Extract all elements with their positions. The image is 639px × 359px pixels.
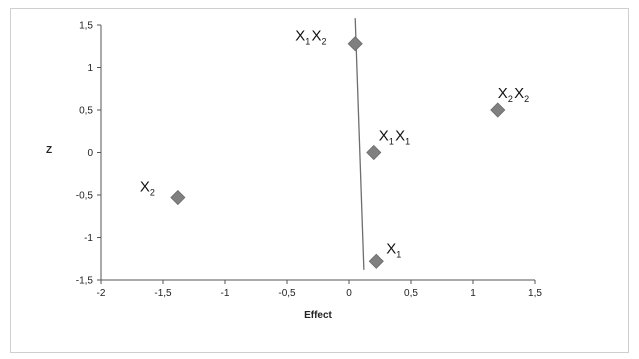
x-axis-title: Effect — [304, 310, 332, 321]
y-tick-label: -0,5 — [76, 191, 94, 202]
x-tick-label: 0,5 — [404, 288, 418, 299]
point-label-x1x1: X1 X1 — [379, 128, 412, 147]
point-label-x2: X2 — [140, 179, 156, 198]
x-tick-label: 0 — [346, 288, 352, 299]
x-tick-label: 1 — [470, 288, 476, 299]
reference-line — [354, 18, 365, 270]
point-labels: X1 X2 X2 X2 X1 X1 X2 X1 — [140, 28, 531, 260]
data-points — [170, 36, 506, 269]
y-tick-label: 1,5 — [79, 21, 93, 32]
chart-frame: -1,5 -1 -0,5 0 0,5 1 1,5 -2 -1,5 -1 -0,5 0 0,5 1 1,5 X… — [10, 8, 629, 353]
data-point-x1x1 — [366, 144, 382, 161]
reference-line-group — [354, 18, 365, 270]
y-axis-title: Z — [46, 145, 52, 156]
point-label-x1x2: X1 X2 — [295, 28, 328, 47]
data-point-x2 — [170, 189, 186, 206]
x-tick-label: -1 — [221, 288, 230, 299]
x-tick-label: -1,5 — [154, 288, 172, 299]
scatter-chart: -1,5-1-0,500,511,5-2 -1,5 -1 -0,5 0 0,5 1 1,5 X… — [46, 18, 543, 321]
y-tick-label: 0,5 — [79, 106, 93, 117]
x-tick-label: 1,5 — [528, 288, 542, 299]
data-point-x1 — [368, 253, 384, 269]
x-tick-label: -2 — [97, 288, 106, 299]
y-tick-label: 1 — [87, 63, 93, 74]
data-point-x1x2 — [347, 36, 363, 52]
y-tick-label: -1,5 — [76, 276, 94, 287]
point-label-x2x2: X2 X2 — [498, 85, 531, 104]
point-label-x1: X1 — [386, 240, 402, 259]
y-tick-label: -1 — [84, 233, 93, 244]
axes: -1,5-1-0,500,511,5-2 -1,5 -1 -0,5 0 0,5 1 1,5 — [76, 21, 543, 300]
data-point-x2x2 — [490, 102, 506, 118]
y-tick-label: 0 — [87, 148, 93, 159]
x-tick-label: -0,5 — [278, 288, 296, 299]
